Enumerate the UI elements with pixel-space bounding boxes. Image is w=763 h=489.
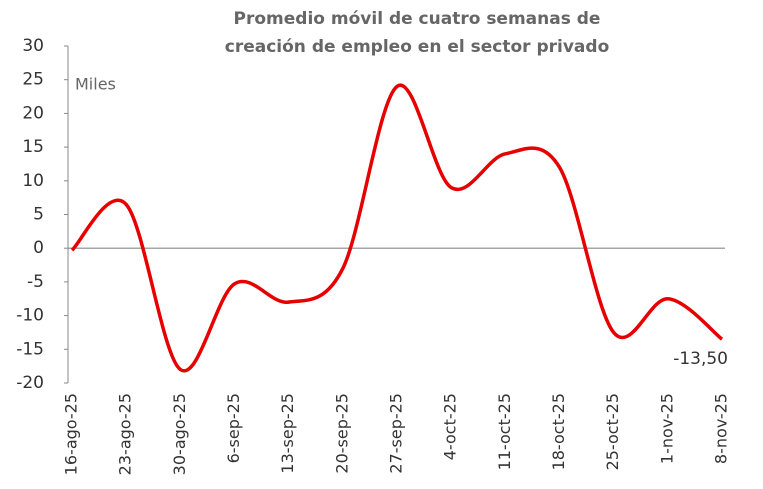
data-label: -13,50: [673, 349, 728, 369]
y-tick-label: -15: [16, 339, 44, 359]
y-tick-label: -20: [16, 373, 44, 393]
x-tick-label: 23-ago-25: [116, 393, 135, 475]
x-tick-label: 6-sep-25: [224, 393, 243, 463]
x-tick-label: 13-sep-25: [278, 393, 297, 474]
y-tick-label: 25: [22, 70, 44, 90]
y-tick-label: 15: [22, 137, 44, 157]
x-tick-label: 20-sep-25: [332, 393, 351, 474]
data-line: [70, 83, 724, 373]
y-tick-label: -10: [16, 306, 44, 326]
annotation: Miles: [75, 75, 116, 94]
y-tick-label: 10: [22, 171, 44, 191]
x-tick-label: 1-nov-25: [657, 393, 676, 464]
y-tick-label: 5: [33, 205, 44, 225]
y-tick-label: 0: [33, 238, 44, 258]
x-tick-label: 30-ago-25: [170, 393, 189, 475]
x-tick-label: 11-oct-25: [495, 393, 514, 470]
y-tick-label: -5: [27, 272, 44, 292]
y-tick-label: 20: [22, 103, 44, 123]
x-tick-label: 8-nov-25: [712, 393, 731, 464]
chart-title: Promedio móvil de cuatro semanas de: [234, 9, 601, 29]
x-tick-label: 4-oct-25: [441, 393, 460, 460]
x-tick-label: 27-sep-25: [387, 393, 406, 474]
x-tick-label: 25-oct-25: [603, 393, 622, 470]
y-tick-label: 30: [22, 36, 44, 56]
x-tick-label: 18-oct-25: [549, 393, 568, 470]
chart-title: creación de empleo en el sector privado: [225, 37, 610, 57]
x-tick-label: 16-ago-25: [62, 393, 81, 475]
